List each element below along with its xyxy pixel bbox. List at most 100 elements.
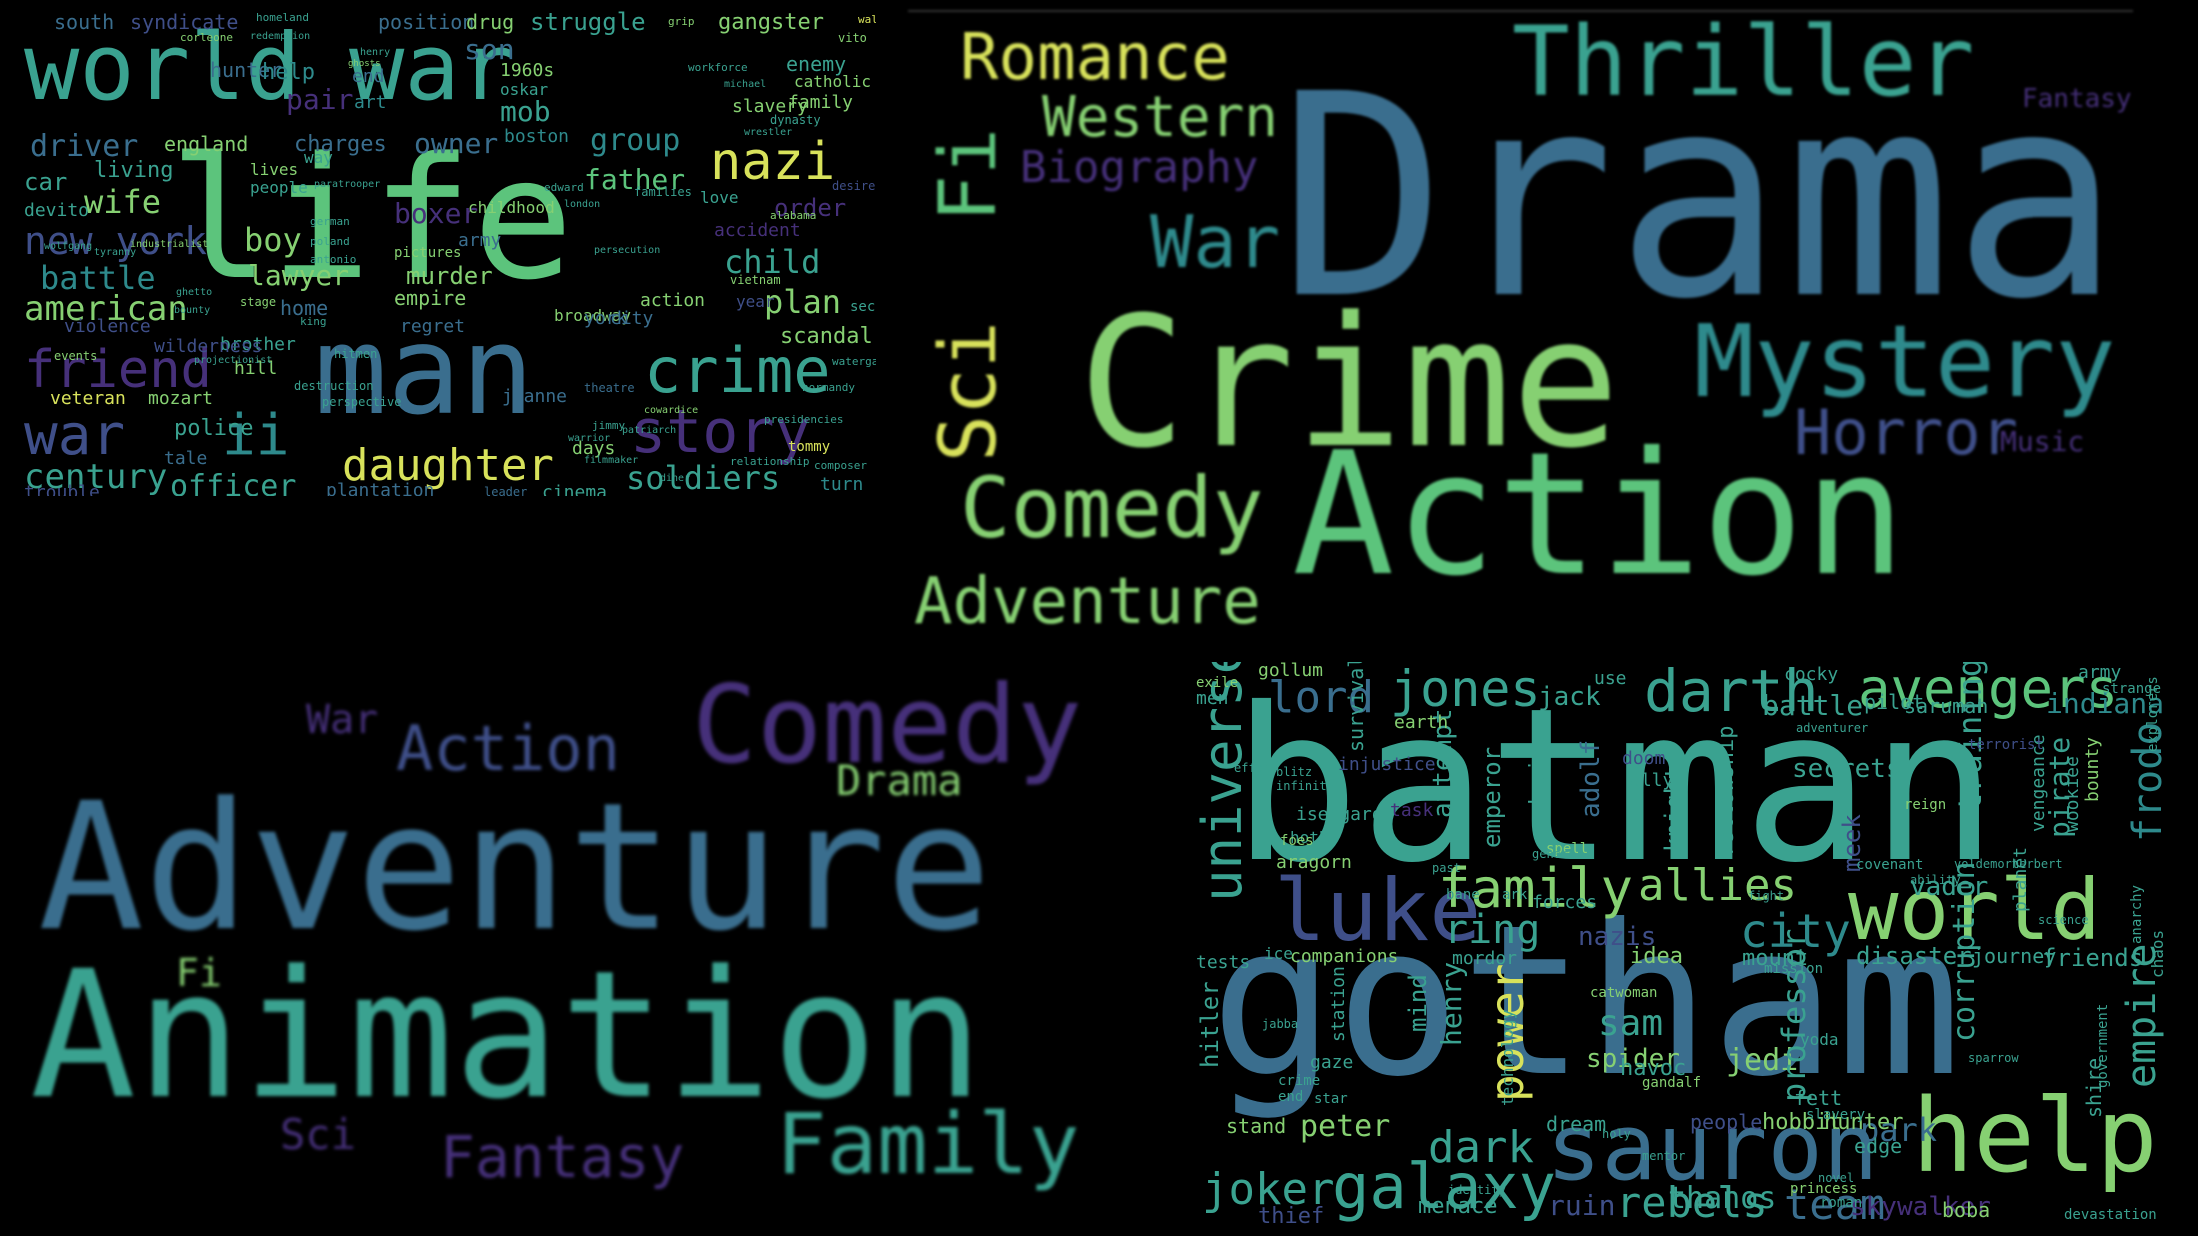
word: jabba	[1262, 1017, 1299, 1031]
word: covenant	[1856, 857, 1924, 873]
word: wilderness	[154, 336, 263, 357]
word: plantation	[326, 480, 435, 497]
word: struggle	[530, 10, 646, 36]
word: park	[1860, 1111, 1938, 1149]
word: king	[300, 315, 327, 328]
word: cinema	[542, 482, 608, 497]
word: havoc	[1620, 1056, 1687, 1081]
word: aragorn	[1276, 852, 1352, 873]
word: mission	[1764, 961, 1824, 977]
word: families	[634, 185, 692, 199]
word: blitz	[1276, 765, 1313, 779]
word: Adventure	[38, 765, 992, 970]
word: help	[1912, 1077, 2158, 1196]
word: jimmy	[592, 419, 626, 432]
word: adventurer	[1796, 721, 1869, 735]
word: mentor	[1642, 1149, 1686, 1163]
word: Comedy	[692, 672, 1083, 788]
word: filmmaker	[584, 455, 639, 466]
word: family	[1438, 857, 1634, 920]
word: sauron	[1546, 1094, 1879, 1201]
word: help	[262, 60, 315, 85]
word: galaxy	[1332, 1150, 1556, 1223]
word: battle	[1762, 689, 1864, 722]
word: War	[1150, 200, 1281, 284]
word: redemption	[250, 31, 311, 42]
word: chaos	[2148, 929, 2167, 978]
word: Horror	[1794, 396, 2018, 469]
word: droids	[1526, 732, 1551, 812]
word: violence	[64, 316, 151, 337]
word: father	[584, 163, 686, 196]
word: officer	[170, 469, 297, 497]
word: Music	[2000, 425, 2085, 458]
word: presidencies	[764, 413, 844, 426]
word: joker	[1202, 1164, 1335, 1215]
word: Drama	[836, 756, 963, 805]
word: world	[1848, 861, 2101, 959]
word: gotham	[1210, 881, 1962, 1123]
word: dark	[1428, 1122, 1534, 1173]
word: murder	[406, 262, 493, 290]
word: lives	[250, 160, 299, 179]
word: Romance	[960, 21, 1230, 95]
word: people	[250, 178, 308, 197]
word: corleone	[180, 31, 233, 44]
word: adolf	[1576, 739, 1606, 818]
word: order	[774, 194, 847, 222]
word: bane	[1446, 887, 1480, 903]
word: life	[169, 121, 574, 317]
word: city	[610, 308, 654, 329]
word: patriarch	[622, 425, 677, 436]
word: novel	[1818, 1171, 1855, 1185]
word: catholic	[794, 72, 872, 91]
word: peter	[1300, 1109, 1391, 1144]
word: paratrooper	[314, 179, 381, 190]
word: dream	[1546, 1112, 1607, 1136]
word: batman	[1232, 662, 1998, 909]
word: dynasty	[770, 113, 821, 127]
word: workforce	[688, 61, 748, 74]
word: position	[378, 10, 475, 34]
word: secretary	[850, 299, 876, 315]
word: thief	[1258, 1204, 1325, 1229]
word: veteran	[50, 388, 126, 409]
word: hoth	[1290, 828, 1329, 847]
word: Action	[396, 712, 620, 785]
word: bounty	[2082, 736, 2103, 802]
word: Crime	[1078, 279, 1620, 488]
word: terrorist	[1968, 737, 2044, 753]
word: charges	[294, 132, 387, 157]
word: sparrow	[1968, 1051, 2019, 1065]
word: vader	[1910, 872, 1989, 902]
word: holy	[1602, 1127, 1631, 1141]
word: ring	[1444, 907, 1541, 953]
word: boston	[504, 126, 570, 147]
word: pictures	[394, 245, 462, 261]
word: mob	[500, 95, 551, 128]
word: team	[1784, 1180, 1886, 1229]
word: mordor	[1452, 948, 1518, 969]
word: antonio	[310, 253, 357, 266]
word: days	[572, 438, 616, 459]
word: diner	[660, 473, 691, 484]
word: tests	[1196, 952, 1251, 973]
word: Fantasy	[2022, 84, 2132, 114]
word: jeanne	[502, 386, 568, 407]
word: anarchy	[2129, 884, 2145, 944]
word-cloud-plot-keywords: world war life man nazi crime story daug…	[24, 10, 876, 496]
word: son	[464, 33, 515, 66]
divider-line	[908, 10, 2133, 12]
word: american	[24, 289, 188, 329]
word: Action	[1292, 416, 1907, 614]
word: idea	[1630, 944, 1683, 969]
word: Sci	[280, 1110, 356, 1159]
word: Animation	[30, 933, 984, 1138]
word: explorers	[2145, 676, 2161, 752]
word: hitler	[1196, 981, 1224, 1068]
word: poland	[310, 235, 350, 248]
word: accident	[714, 220, 801, 241]
word: wookiee	[2062, 756, 2083, 832]
word-cloud-plot-keywords-2: batman gotham sauron help world luke uni…	[1184, 662, 2174, 1230]
word: driver	[30, 129, 139, 164]
